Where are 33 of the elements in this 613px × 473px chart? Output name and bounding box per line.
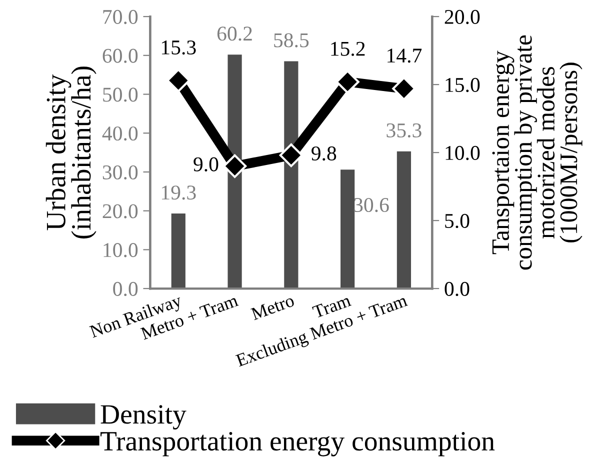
y-tick-label: 30.0 [102, 165, 138, 180]
legend-label: Transportation energy consumption [100, 432, 495, 456]
x-tick-label: Tram [312, 294, 352, 318]
data-label: 60.2 [217, 26, 252, 41]
data-label: 35.3 [386, 123, 422, 138]
data-label: 15.2 [331, 42, 365, 56]
data-label: 58.5 [274, 33, 309, 48]
y2-tick-label: 0.0 [444, 282, 470, 296]
y2-tick-label: 20.0 [444, 10, 480, 24]
y-tick-label: 70.0 [103, 10, 138, 24]
data-label: 19.3 [162, 186, 196, 200]
y-tick-label: 50.0 [103, 88, 138, 102]
y2-tick-label: 15.0 [446, 78, 480, 92]
y2-tick-label: 5.0 [445, 214, 470, 228]
y-tick-label: 60.0 [102, 48, 138, 63]
legend-label: Density [100, 405, 186, 430]
y-tick-label: 10.0 [104, 243, 138, 258]
y-axis-title: Urban density (inhabitants/ha) [46, 66, 96, 238]
bar [396, 151, 412, 289]
bar [284, 61, 298, 289]
y2-tick-label: 10.0 [446, 146, 480, 160]
bar [228, 54, 242, 289]
bar [340, 170, 355, 289]
y-tick-label: 40.0 [102, 126, 138, 141]
y2-axis-title: Tansportaion energy consumption by private motorized modes (1000MJ/persons) [492, 35, 582, 270]
y-tick-label: 0.0 [113, 282, 138, 296]
bar [171, 214, 186, 289]
data-label: 9.8 [312, 146, 336, 161]
data-label: 9.0 [194, 157, 218, 172]
data-label: 15.3 [162, 40, 196, 55]
data-label: 14.7 [388, 48, 422, 63]
x-tick-label: Metro [250, 294, 295, 320]
y-tick-label: 20.0 [102, 204, 138, 218]
